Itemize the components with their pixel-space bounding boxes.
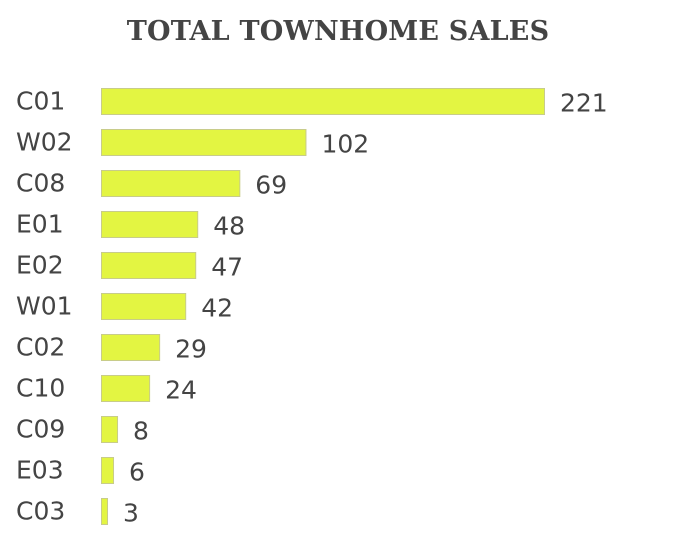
value-label-c08: 69	[255, 171, 287, 200]
value-label-e02: 47	[211, 253, 243, 282]
bar-c02	[101, 334, 161, 361]
category-label-w02: W02	[16, 128, 73, 157]
category-label-e03: E03	[16, 456, 64, 485]
value-label-c09: 8	[133, 417, 149, 446]
bar-c08	[101, 170, 241, 197]
bar-w01	[101, 293, 187, 320]
bar-e03	[101, 457, 115, 484]
bar-w02	[101, 129, 307, 156]
category-label-c02: C02	[16, 333, 65, 362]
value-label-c10: 24	[165, 376, 197, 405]
bar-c09	[101, 416, 119, 443]
value-label-e01: 48	[213, 212, 245, 241]
bar-c10	[101, 375, 151, 402]
bar-c01	[101, 88, 545, 115]
category-label-c10: C10	[16, 374, 65, 403]
bars-layer: C01 221 W02 102 C08 69 E01 48 E02 47 W01 42 C02 29 C10…	[16, 87, 608, 528]
category-label-w01: W01	[16, 292, 73, 321]
category-label-e01: E01	[16, 210, 64, 239]
value-label-c01: 221	[560, 89, 608, 118]
bar-e02	[101, 252, 197, 279]
value-label-w01: 42	[201, 294, 233, 323]
category-label-c09: C09	[16, 415, 65, 444]
bar-e01	[101, 211, 199, 238]
chart-title: TOTAL TOWNHOME SALES	[126, 16, 550, 47]
category-label-c03: C03	[16, 497, 65, 526]
value-label-e03: 6	[129, 458, 145, 487]
value-label-w02: 102	[321, 130, 369, 159]
value-label-c02: 29	[175, 335, 207, 364]
category-label-c01: C01	[16, 87, 65, 116]
category-label-c08: C08	[16, 169, 65, 198]
value-label-c03: 3	[123, 499, 139, 528]
bar-c03	[101, 498, 109, 525]
category-label-e02: E02	[16, 251, 64, 280]
